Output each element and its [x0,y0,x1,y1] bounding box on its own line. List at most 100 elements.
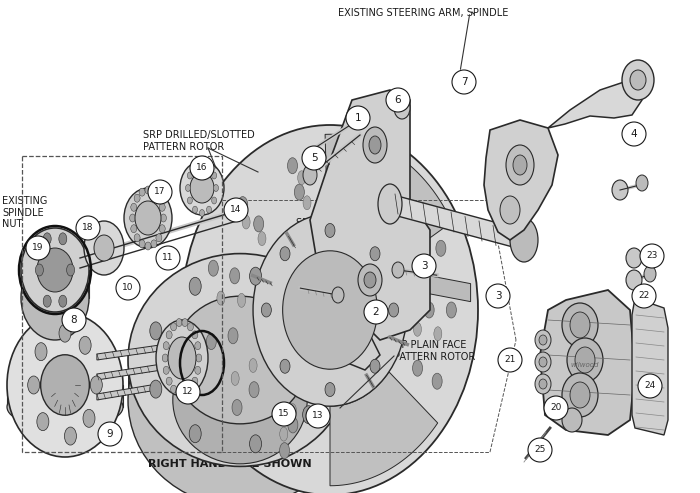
Text: 12: 12 [182,387,194,396]
Circle shape [176,380,200,404]
Ellipse shape [135,201,161,235]
Text: 3: 3 [421,261,427,271]
Ellipse shape [535,374,551,394]
Ellipse shape [298,171,306,185]
Ellipse shape [211,197,216,204]
Ellipse shape [253,216,264,232]
Circle shape [224,198,248,222]
Ellipse shape [36,264,43,276]
Ellipse shape [182,125,478,493]
Ellipse shape [539,357,547,367]
Ellipse shape [182,389,188,397]
Ellipse shape [567,338,603,382]
Ellipse shape [358,264,382,296]
Ellipse shape [163,342,169,350]
Ellipse shape [79,336,91,354]
Ellipse shape [389,303,398,317]
Ellipse shape [139,240,145,248]
Polygon shape [390,194,524,250]
Ellipse shape [325,383,335,396]
Polygon shape [97,344,167,360]
Ellipse shape [562,373,598,417]
Circle shape [638,374,662,398]
Ellipse shape [394,97,410,119]
Ellipse shape [237,293,246,307]
Ellipse shape [21,256,89,340]
Ellipse shape [182,318,188,326]
Ellipse shape [370,247,380,261]
Ellipse shape [151,240,157,248]
Ellipse shape [206,206,211,213]
Ellipse shape [156,194,162,202]
Polygon shape [310,280,380,370]
Ellipse shape [150,380,162,398]
Text: EXISTING
SPINDLE
NUT: EXISTING SPINDLE NUT [2,196,48,229]
Text: 14: 14 [230,206,241,214]
Circle shape [76,216,100,240]
Ellipse shape [228,328,238,344]
Ellipse shape [626,270,642,290]
Ellipse shape [414,322,421,336]
Polygon shape [97,384,157,400]
Ellipse shape [575,347,595,373]
Text: 24: 24 [645,382,656,390]
Polygon shape [548,82,642,128]
Polygon shape [330,372,438,486]
Circle shape [26,236,50,260]
Text: 5: 5 [311,153,317,163]
Circle shape [544,396,568,420]
Ellipse shape [156,234,162,242]
Ellipse shape [162,354,168,362]
Ellipse shape [369,136,381,154]
Polygon shape [325,134,452,262]
Ellipse shape [59,295,66,307]
Ellipse shape [199,160,204,167]
Ellipse shape [156,320,208,396]
Circle shape [632,284,656,308]
Text: 7: 7 [461,77,468,87]
Ellipse shape [64,427,76,445]
Ellipse shape [211,172,216,179]
Text: 23: 23 [646,251,658,260]
Circle shape [116,276,140,300]
Ellipse shape [535,352,551,372]
Ellipse shape [280,359,290,373]
Ellipse shape [513,155,527,175]
Text: HP PLAIN FACE
PATTERN ROTOR: HP PLAIN FACE PATTERN ROTOR [394,340,475,361]
Ellipse shape [196,354,202,362]
Polygon shape [128,360,173,400]
Text: 21: 21 [504,355,516,364]
Ellipse shape [370,359,380,373]
Text: SEE ASSEMBLY
INSTRUCTIONS: SEE ASSEMBLY INSTRUCTIONS [296,218,369,240]
Polygon shape [632,298,668,435]
Ellipse shape [131,203,136,211]
Ellipse shape [209,260,218,276]
Ellipse shape [230,268,239,284]
Bar [22,156,222,452]
Ellipse shape [180,161,224,215]
Ellipse shape [332,287,344,303]
Text: 25: 25 [534,446,546,455]
Ellipse shape [171,385,176,393]
Ellipse shape [188,197,193,204]
Ellipse shape [280,247,290,261]
Ellipse shape [447,302,456,318]
Ellipse shape [131,225,136,233]
Ellipse shape [288,404,297,418]
Ellipse shape [434,327,442,341]
Text: wilwood: wilwood [570,362,599,368]
Ellipse shape [188,172,193,179]
Ellipse shape [238,197,248,212]
Ellipse shape [268,232,392,387]
Text: 17: 17 [154,187,166,197]
Ellipse shape [232,399,242,416]
Ellipse shape [176,389,182,397]
Ellipse shape [570,382,590,408]
Text: 11: 11 [162,253,174,262]
Ellipse shape [303,165,317,185]
Ellipse shape [506,145,534,185]
Ellipse shape [124,188,172,248]
Ellipse shape [302,406,314,423]
Text: 2: 2 [372,307,379,317]
Polygon shape [310,90,430,340]
